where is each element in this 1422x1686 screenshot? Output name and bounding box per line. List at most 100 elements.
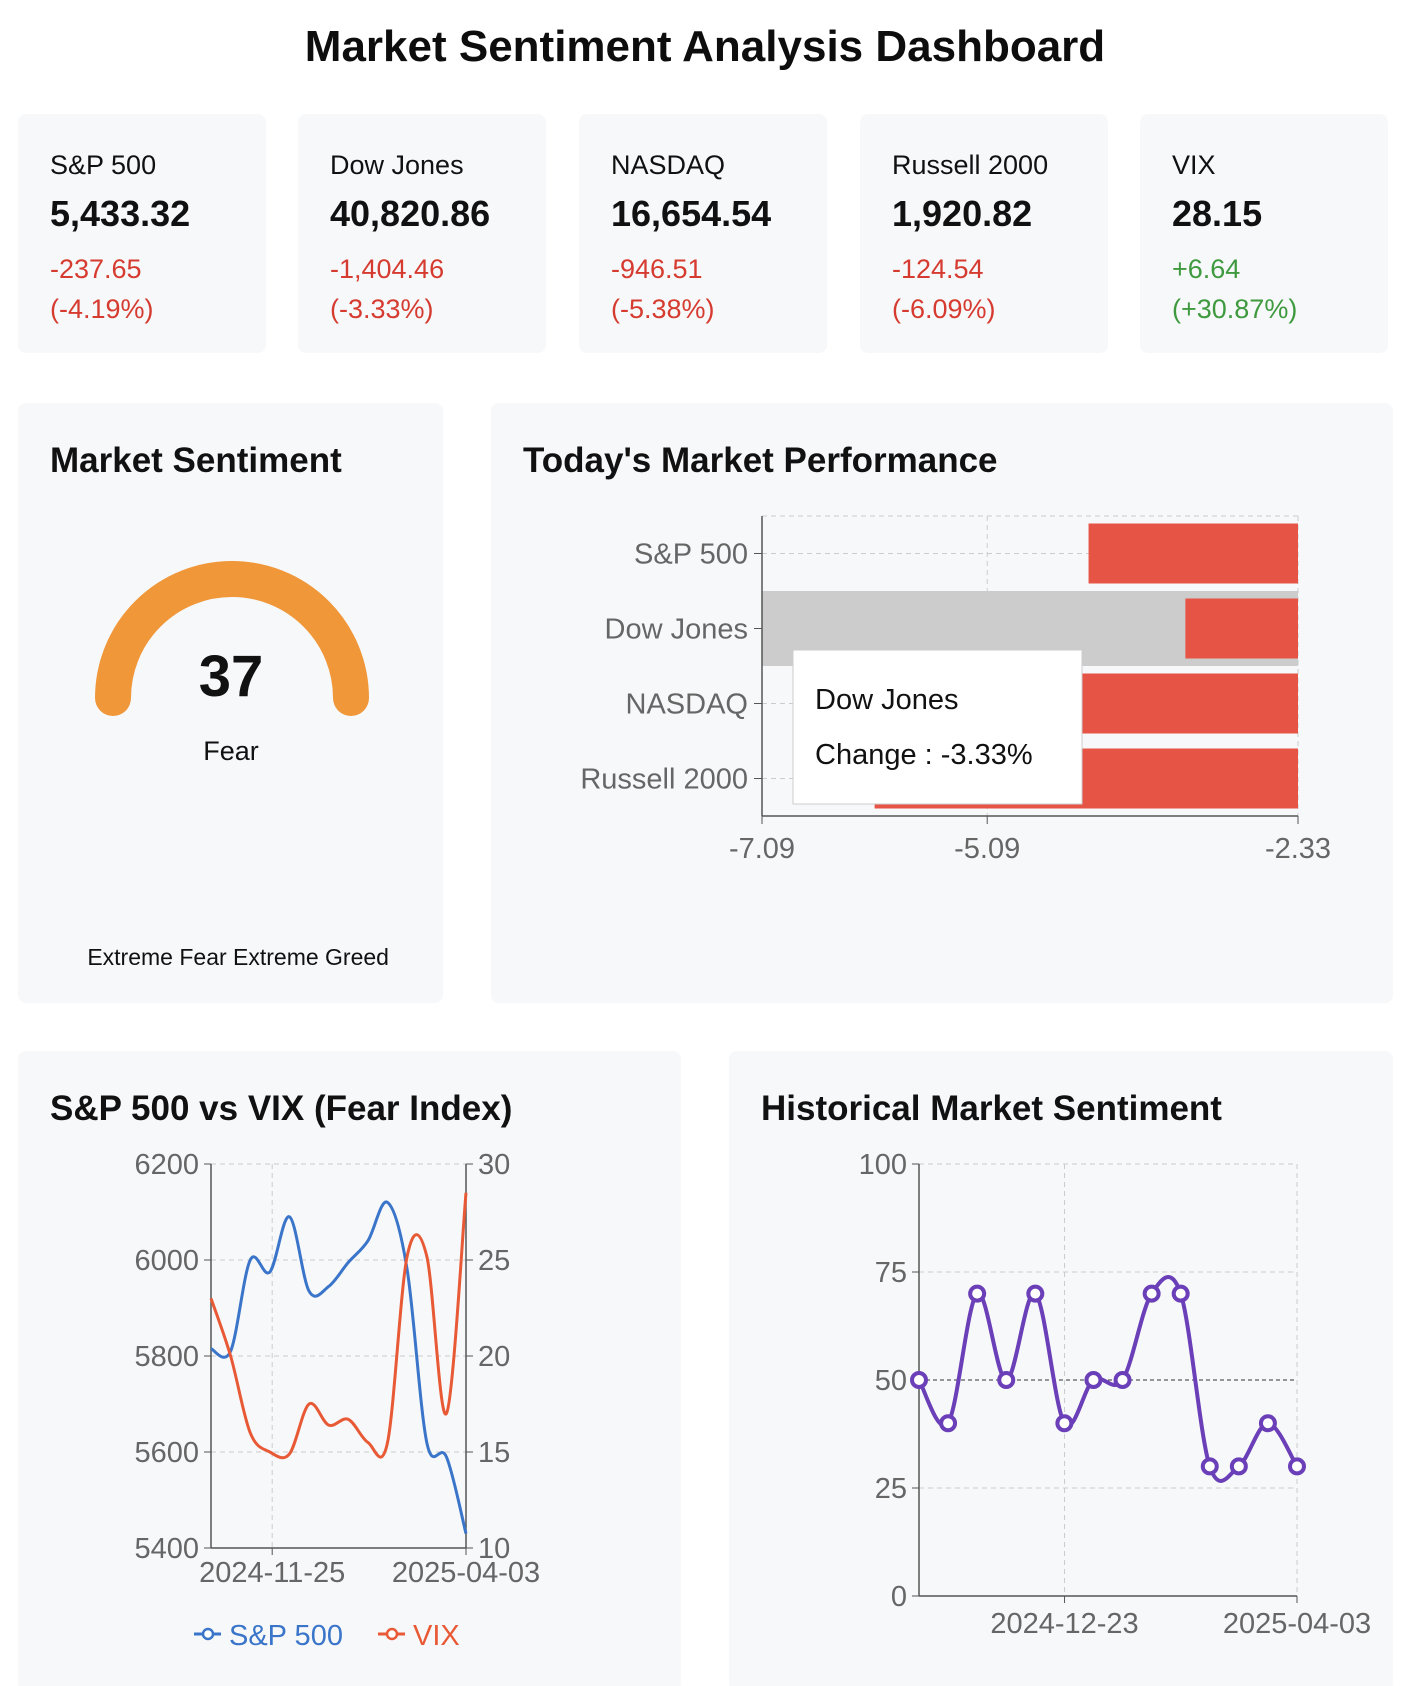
index-change-points: -1,404.46 xyxy=(330,254,445,284)
index-change: -946.51 (-5.38%) xyxy=(611,249,827,329)
category-label: S&P 500 xyxy=(634,539,748,571)
tooltip: Dow Jones Change : -3.33% xyxy=(792,649,1083,805)
sp500-vix-title: S&P 500 vs VIX (Fear Index) xyxy=(50,1089,513,1128)
gauge-min-label: Extreme Fear xyxy=(87,944,227,970)
index-change-points: -124.54 xyxy=(892,254,984,284)
index-name: VIX xyxy=(1172,150,1216,180)
index-card-dow-jones: Dow Jones 40,820.86 -1,404.46 (-3.33%) xyxy=(298,114,546,353)
history-title: Historical Market Sentiment xyxy=(761,1089,1222,1128)
sp500-line xyxy=(210,1200,468,1534)
category-label: Russell 2000 xyxy=(580,764,748,796)
index-value: 16,654.54 xyxy=(611,193,772,234)
tooltip-value: Change : -3.33% xyxy=(815,739,1033,771)
data-point xyxy=(968,1284,987,1303)
index-change-points: -237.65 xyxy=(50,254,142,284)
legend-marker-vix xyxy=(385,1627,399,1641)
x-tick-label: -7.09 xyxy=(729,833,795,865)
index-card-vix: VIX 28.15 +6.64 (+30.87%) xyxy=(1140,114,1388,353)
index-change-points: -946.51 xyxy=(611,254,703,284)
right-tick-label: 15 xyxy=(478,1437,510,1469)
sentiment-title: Market Sentiment xyxy=(50,441,342,480)
x-tick-label: 2025-04-03 xyxy=(392,1557,540,1589)
performance-bar-chart: S&P 500 Dow Jones NASDAQ Russell 2000 -7.09 -… xyxy=(580,515,1331,865)
data-point xyxy=(939,1414,958,1433)
gauge-label: Fear xyxy=(203,736,259,766)
data-point xyxy=(1288,1457,1306,1476)
index-name: Russell 2000 xyxy=(892,150,1049,180)
gauge-max-label: Extreme Greed xyxy=(233,944,389,970)
left-tick-label: 5400 xyxy=(134,1533,199,1565)
index-value: 5,433.32 xyxy=(50,193,191,234)
left-tick-label: 6000 xyxy=(134,1245,199,1277)
index-value: 40,820.86 xyxy=(330,193,491,234)
index-change-percent: (-4.19%) xyxy=(50,294,154,324)
index-change-percent: (-6.09%) xyxy=(892,294,996,324)
tooltip-box xyxy=(792,649,1083,805)
index-name: S&P 500 xyxy=(50,150,157,180)
index-change: +6.64 (+30.87%) xyxy=(1172,249,1388,329)
x-tick-label: 2025-04-03 xyxy=(1223,1608,1371,1640)
data-point xyxy=(910,1371,928,1389)
index-name: Dow Jones xyxy=(330,150,464,180)
right-tick-label: 25 xyxy=(478,1245,510,1277)
y-tick-label: 25 xyxy=(875,1473,907,1505)
gauge-arc xyxy=(95,561,369,716)
performance-title: Today's Market Performance xyxy=(523,441,998,480)
index-change: -237.65 (-4.19%) xyxy=(50,249,266,329)
history-panel: Historical Market Sentiment 0 25 50 75 100 20… xyxy=(729,1051,1393,1686)
category-label: NASDAQ xyxy=(626,689,748,721)
performance-panel: Today's Market Performance S&P 500 Dow Jo… xyxy=(491,403,1393,1003)
data-point xyxy=(1142,1284,1161,1303)
index-card-russell-2000: Russell 2000 1,920.82 -124.54 (-6.09%) xyxy=(860,114,1108,353)
right-tick-label: 10 xyxy=(478,1533,510,1565)
index-change-percent: (-3.33%) xyxy=(330,294,434,324)
gauge-score: 37 xyxy=(199,644,264,709)
index-card-nasdaq: NASDAQ 16,654.54 -946.51 (-5.38%) xyxy=(579,114,827,353)
legend-marker-sp500 xyxy=(201,1627,215,1641)
data-point xyxy=(1026,1284,1045,1303)
index-value: 28.15 xyxy=(1172,193,1263,234)
data-point xyxy=(997,1371,1016,1389)
left-tick-label: 5600 xyxy=(134,1437,199,1469)
right-tick-label: 30 xyxy=(478,1149,510,1181)
x-tick-label: 2024-11-25 xyxy=(199,1557,345,1589)
index-change: -124.54 (-6.09%) xyxy=(892,249,1108,329)
data-point xyxy=(1055,1414,1074,1433)
index-name: NASDAQ xyxy=(611,150,726,180)
sp500-vix-panel: S&P 500 vs VIX (Fear Index) 5400 5600 5800… xyxy=(18,1051,681,1686)
sp500-vix-line-chart: 5400 5600 5800 6000 6200 10 15 20 25 30 2024-11-25… xyxy=(134,1149,540,1652)
data-point xyxy=(1258,1414,1277,1433)
bar xyxy=(1185,598,1298,659)
x-tick-label: -2.33 xyxy=(1265,833,1331,865)
data-point xyxy=(1200,1457,1219,1476)
legend-label-vix: VIX xyxy=(413,1620,460,1652)
data-point xyxy=(1171,1284,1190,1303)
y-tick-label: 75 xyxy=(875,1257,907,1289)
sentiment-panel: Market Sentiment 37 Fear Extreme Fear Ex… xyxy=(18,403,443,1003)
x-tick-label: 2024-12-23 xyxy=(990,1608,1138,1640)
vix-line xyxy=(209,1192,468,1460)
index-change-percent: (+30.87%) xyxy=(1172,294,1298,324)
index-card-sp500: S&P 500 5,433.32 -237.65 (-4.19%) xyxy=(18,114,266,353)
left-tick-label: 5800 xyxy=(134,1341,199,1373)
sentiment-line xyxy=(917,1275,1299,1483)
left-tick-label: 6200 xyxy=(134,1149,199,1181)
y-tick-label: 100 xyxy=(859,1149,907,1181)
data-point xyxy=(1229,1457,1248,1476)
category-label: Dow Jones xyxy=(605,614,748,646)
y-tick-label: 0 xyxy=(891,1581,907,1613)
page-title: Market Sentiment Analysis Dashboard xyxy=(304,22,1106,71)
index-value: 1,920.82 xyxy=(892,193,1033,234)
legend-label-sp500: S&P 500 xyxy=(229,1620,343,1652)
data-point xyxy=(1084,1371,1103,1389)
index-change-points: +6.64 xyxy=(1172,254,1241,284)
history-line-chart: 0 25 50 75 100 2024-12-23 2025-04-03 xyxy=(859,1149,1372,1640)
index-change: -1,404.46 (-3.33%) xyxy=(330,249,546,329)
sentiment-gauge: 37 Fear Extreme Fear Extreme Greed xyxy=(87,561,389,970)
x-tick-label: -5.09 xyxy=(954,833,1020,865)
right-tick-label: 20 xyxy=(478,1341,510,1373)
bar xyxy=(1088,523,1298,584)
y-tick-label: 50 xyxy=(875,1365,907,1397)
data-point xyxy=(1113,1371,1132,1389)
index-change-percent: (-5.38%) xyxy=(611,294,715,324)
